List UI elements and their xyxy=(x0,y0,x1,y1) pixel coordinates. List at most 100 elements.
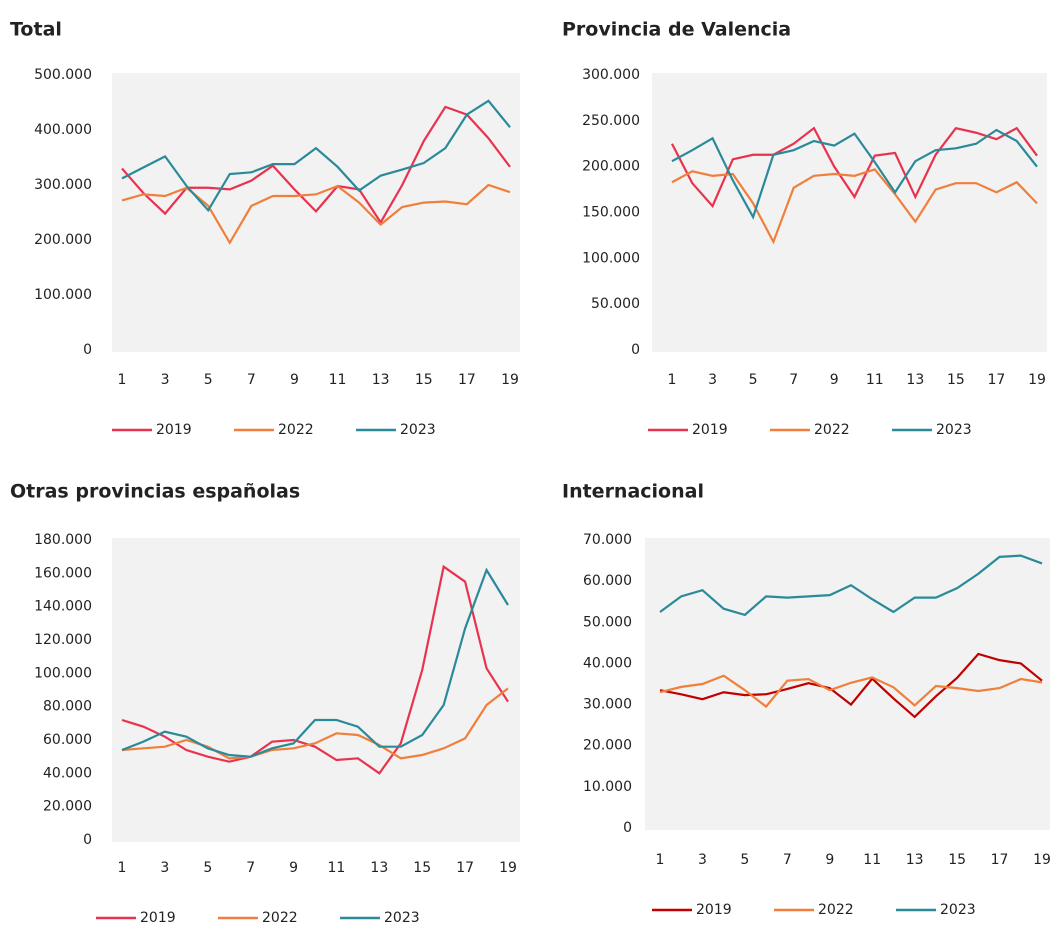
chart-title: Internacional xyxy=(562,481,704,503)
y-tick-label: 40.000 xyxy=(43,765,92,781)
y-tick-label: 100.000 xyxy=(582,250,640,266)
x-tick-label: 3 xyxy=(698,852,707,868)
y-tick-label: 50.000 xyxy=(583,614,632,630)
x-tick-label: 11 xyxy=(329,372,347,388)
x-tick-label: 7 xyxy=(246,860,255,876)
x-tick-label: 13 xyxy=(372,372,390,388)
x-tick-label: 5 xyxy=(204,372,213,388)
y-tick-label: 250.000 xyxy=(582,113,640,129)
x-tick-label: 19 xyxy=(1028,372,1046,388)
x-tick-label: 19 xyxy=(1033,852,1051,868)
x-tick-label: 11 xyxy=(328,860,346,876)
x-tick-label: 5 xyxy=(749,372,758,388)
x-tick-label: 17 xyxy=(988,372,1006,388)
x-tick-label: 1 xyxy=(668,372,677,388)
x-tick-label: 17 xyxy=(458,372,476,388)
y-tick-label: 0 xyxy=(623,820,632,836)
x-tick-label: 19 xyxy=(501,372,519,388)
line xyxy=(671,168,1038,245)
legend-label: 2022 xyxy=(818,902,854,918)
x-tick-label: 13 xyxy=(370,860,388,876)
y-tick-label: 100.000 xyxy=(34,287,92,303)
x-tick-label: 5 xyxy=(203,860,212,876)
x-tick-label: 11 xyxy=(863,852,881,868)
line xyxy=(659,554,1043,617)
chart-title: Provincia de Valencia xyxy=(562,19,791,41)
x-tick-label: 1 xyxy=(656,852,665,868)
y-tick-label: 0 xyxy=(83,342,92,358)
y-tick-label: 60.000 xyxy=(583,573,632,589)
x-tick-label: 9 xyxy=(290,372,299,388)
x-tick-label: 5 xyxy=(740,852,749,868)
line xyxy=(671,128,1038,220)
plot-area xyxy=(652,73,1047,352)
x-tick-label: 7 xyxy=(783,852,792,868)
y-tick-label: 120.000 xyxy=(34,632,92,648)
x-tick-label: 13 xyxy=(906,852,924,868)
line xyxy=(121,687,509,760)
line xyxy=(121,567,509,758)
legend-label: 2023 xyxy=(400,422,436,438)
x-tick-label: 9 xyxy=(830,372,839,388)
x-tick-label: 17 xyxy=(456,860,474,876)
x-tick-label: 7 xyxy=(789,372,798,388)
y-tick-label: 300.000 xyxy=(34,177,92,193)
legend-label: 2019 xyxy=(692,422,728,438)
legend-label: 2023 xyxy=(936,422,972,438)
legend-label: 2019 xyxy=(156,422,192,438)
legend-label: 2022 xyxy=(814,422,850,438)
legend-label: 2022 xyxy=(278,422,314,438)
x-tick-label: 3 xyxy=(708,372,717,388)
y-tick-label: 300.000 xyxy=(582,67,640,83)
y-tick-label: 40.000 xyxy=(583,655,632,671)
y-tick-label: 60.000 xyxy=(43,732,92,748)
x-tick-label: 15 xyxy=(413,860,431,876)
x-tick-label: 19 xyxy=(499,860,517,876)
x-tick-label: 1 xyxy=(118,860,127,876)
line xyxy=(659,674,1043,709)
chart-title: Total xyxy=(10,19,62,41)
x-tick-label: 7 xyxy=(247,372,256,388)
x-tick-label: 1 xyxy=(118,372,127,388)
x-tick-label: 9 xyxy=(825,852,834,868)
x-tick-label: 11 xyxy=(866,372,884,388)
legend-label: 2023 xyxy=(940,902,976,918)
line xyxy=(121,99,511,213)
y-tick-label: 70.000 xyxy=(583,532,632,548)
x-tick-label: 15 xyxy=(948,852,966,868)
y-tick-label: 160.000 xyxy=(34,565,92,581)
y-tick-label: 400.000 xyxy=(34,122,92,138)
x-tick-label: 17 xyxy=(991,852,1009,868)
line xyxy=(659,652,1043,719)
y-tick-label: 200.000 xyxy=(582,159,640,175)
legend-label: 2022 xyxy=(262,910,298,926)
chart-title: Otras provincias españolas xyxy=(10,481,300,503)
y-tick-label: 30.000 xyxy=(583,697,632,713)
legend-label: 2019 xyxy=(140,910,176,926)
y-tick-label: 50.000 xyxy=(591,296,640,312)
y-tick-label: 80.000 xyxy=(43,699,92,715)
x-tick-label: 9 xyxy=(289,860,298,876)
y-tick-label: 500.000 xyxy=(34,67,92,83)
x-tick-label: 13 xyxy=(906,372,924,388)
y-tick-label: 150.000 xyxy=(582,205,640,221)
y-tick-label: 200.000 xyxy=(34,232,92,248)
line xyxy=(671,126,1038,209)
x-tick-label: 3 xyxy=(160,860,169,876)
y-tick-label: 0 xyxy=(83,832,92,848)
legend-label: 2019 xyxy=(696,902,732,918)
plot-area xyxy=(112,538,520,842)
y-tick-label: 10.000 xyxy=(583,779,632,795)
y-tick-label: 0 xyxy=(631,342,640,358)
y-tick-label: 140.000 xyxy=(34,599,92,615)
y-tick-label: 180.000 xyxy=(34,532,92,548)
y-tick-label: 100.000 xyxy=(34,665,92,681)
line xyxy=(121,564,509,775)
x-tick-label: 3 xyxy=(161,372,170,388)
y-tick-label: 20.000 xyxy=(583,738,632,754)
x-tick-label: 15 xyxy=(415,372,433,388)
x-tick-label: 15 xyxy=(947,372,965,388)
y-tick-label: 20.000 xyxy=(43,799,92,815)
legend-label: 2023 xyxy=(384,910,420,926)
